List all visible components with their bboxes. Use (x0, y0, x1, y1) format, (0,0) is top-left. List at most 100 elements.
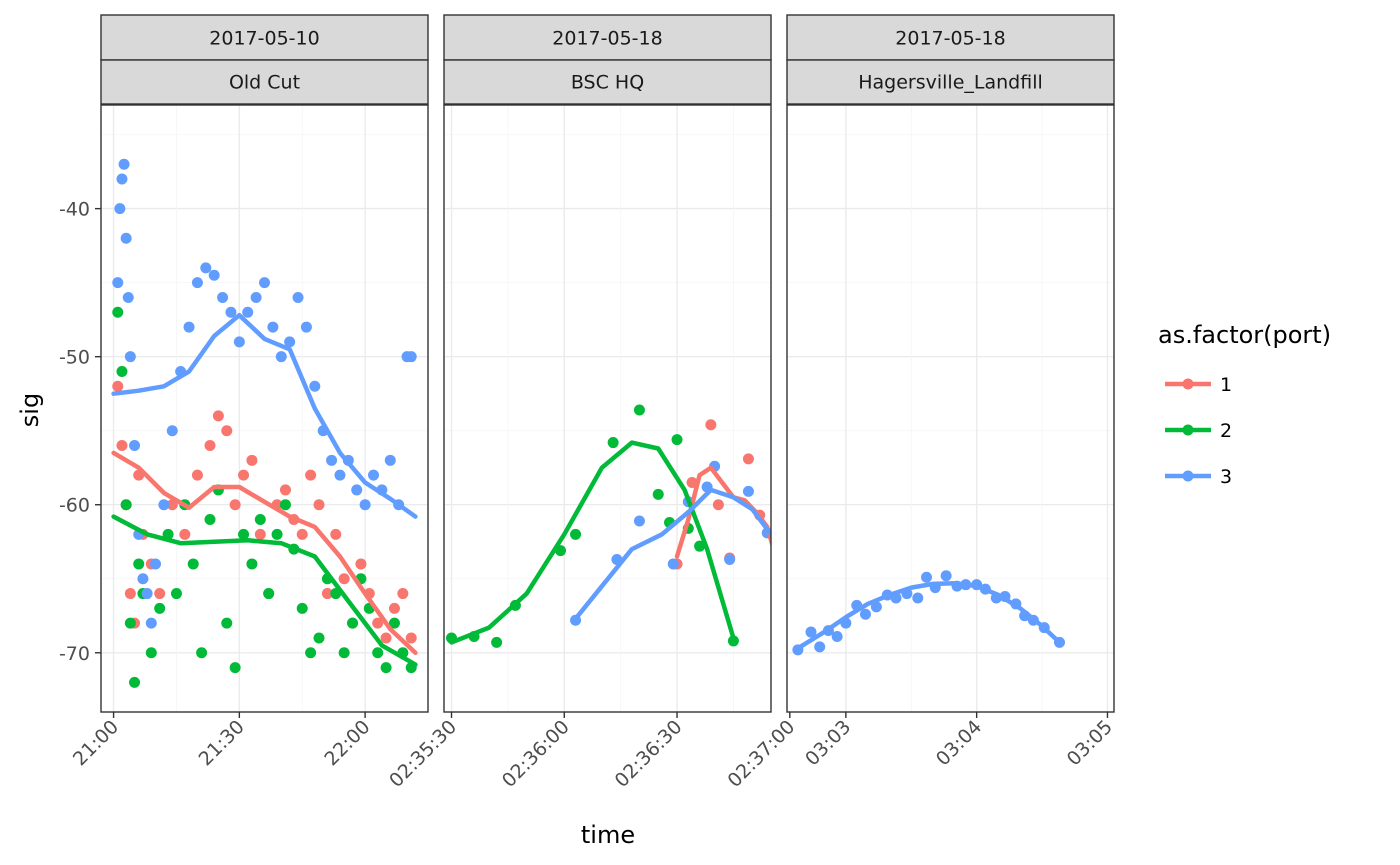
smooth-line-2 (449, 440, 736, 645)
data-point (859, 608, 871, 620)
panel-background (787, 105, 1114, 712)
data-point (246, 558, 258, 570)
data-point (166, 425, 178, 437)
data-point (321, 588, 333, 600)
panel-border (100, 104, 429, 713)
data-point (196, 647, 208, 659)
strip-site-label: Hagersville_Landfill (858, 72, 1043, 94)
data-point (229, 499, 241, 511)
panel-data (111, 158, 418, 688)
legend-label: 1 (1220, 374, 1232, 396)
data-point (279, 499, 291, 511)
data-point (254, 528, 266, 540)
data-point (208, 269, 220, 281)
panel-background (444, 105, 771, 712)
data-point (633, 404, 645, 416)
data-point (397, 588, 409, 600)
strip-date-label: 2017-05-10 (209, 28, 319, 50)
smooth-line-3 (111, 312, 418, 519)
data-point (326, 454, 338, 466)
y-tick-label: -70 (59, 643, 90, 665)
data-point (145, 647, 157, 659)
data-point (388, 602, 400, 614)
data-point (351, 484, 363, 496)
legend-item-3: 3 (1165, 466, 1232, 488)
data-point (347, 617, 359, 629)
data-point (112, 277, 124, 289)
data-point (742, 453, 754, 465)
data-point (238, 469, 250, 481)
strip-site-label: Old Cut (229, 72, 300, 94)
legend-title: as.factor(port) (1158, 321, 1331, 349)
data-point (154, 602, 166, 614)
strip-date-label: 2017-05-18 (552, 28, 662, 50)
legend-label: 2 (1220, 420, 1232, 442)
data-point (652, 488, 664, 500)
strip-date-label: 2017-05-18 (895, 28, 1005, 50)
panel-border (786, 104, 1115, 713)
data-point (724, 554, 736, 566)
data-point (831, 630, 843, 642)
data-point (133, 558, 145, 570)
data-point (212, 410, 224, 422)
data-point (330, 528, 342, 540)
data-point (221, 425, 233, 437)
data-point (170, 588, 182, 600)
smooth-line-2 (111, 514, 418, 667)
data-point (118, 158, 130, 170)
legend: as.factor(port) 1 2 3 (1158, 321, 1331, 488)
data-point (112, 380, 124, 392)
data-point (229, 662, 241, 674)
data-point (124, 351, 136, 363)
data-point (120, 232, 132, 244)
data-point (204, 440, 216, 452)
data-point (388, 617, 400, 629)
data-point (296, 528, 308, 540)
data-point (305, 647, 317, 659)
y-tick-label: -40 (59, 199, 90, 221)
data-point (405, 632, 417, 644)
data-point (313, 499, 325, 511)
data-point (292, 291, 304, 303)
data-point (334, 469, 346, 481)
data-point (112, 306, 124, 318)
data-point (338, 573, 350, 585)
data-point (137, 573, 149, 585)
data-point (225, 306, 237, 318)
data-point (263, 588, 275, 600)
data-point (570, 528, 582, 540)
legend-item-1: 1 (1165, 374, 1232, 396)
data-point (284, 336, 296, 348)
data-point (705, 419, 717, 431)
data-point (187, 558, 199, 570)
data-point (124, 588, 136, 600)
data-point (380, 662, 392, 674)
legend-item-2: 2 (1165, 420, 1232, 442)
data-point (242, 306, 254, 318)
data-point (116, 173, 128, 185)
legend-key-point (1182, 378, 1194, 390)
data-point (250, 291, 262, 303)
data-point (870, 601, 882, 613)
data-point (667, 558, 679, 570)
data-point (154, 588, 166, 600)
data-point (141, 588, 153, 600)
data-point (380, 632, 392, 644)
legend-label: 3 (1220, 466, 1232, 488)
data-point (200, 262, 212, 274)
data-point (491, 636, 503, 648)
data-point (712, 499, 724, 511)
data-point (671, 434, 683, 446)
legend-key-point (1182, 470, 1194, 482)
data-point (114, 203, 126, 215)
data-point (129, 440, 141, 452)
y-axis-title: sig (16, 393, 44, 427)
data-point (129, 676, 141, 688)
data-point (694, 540, 706, 552)
data-point (921, 571, 933, 583)
legend-key-point (1182, 424, 1194, 436)
data-point (727, 635, 739, 647)
data-point (405, 351, 417, 363)
